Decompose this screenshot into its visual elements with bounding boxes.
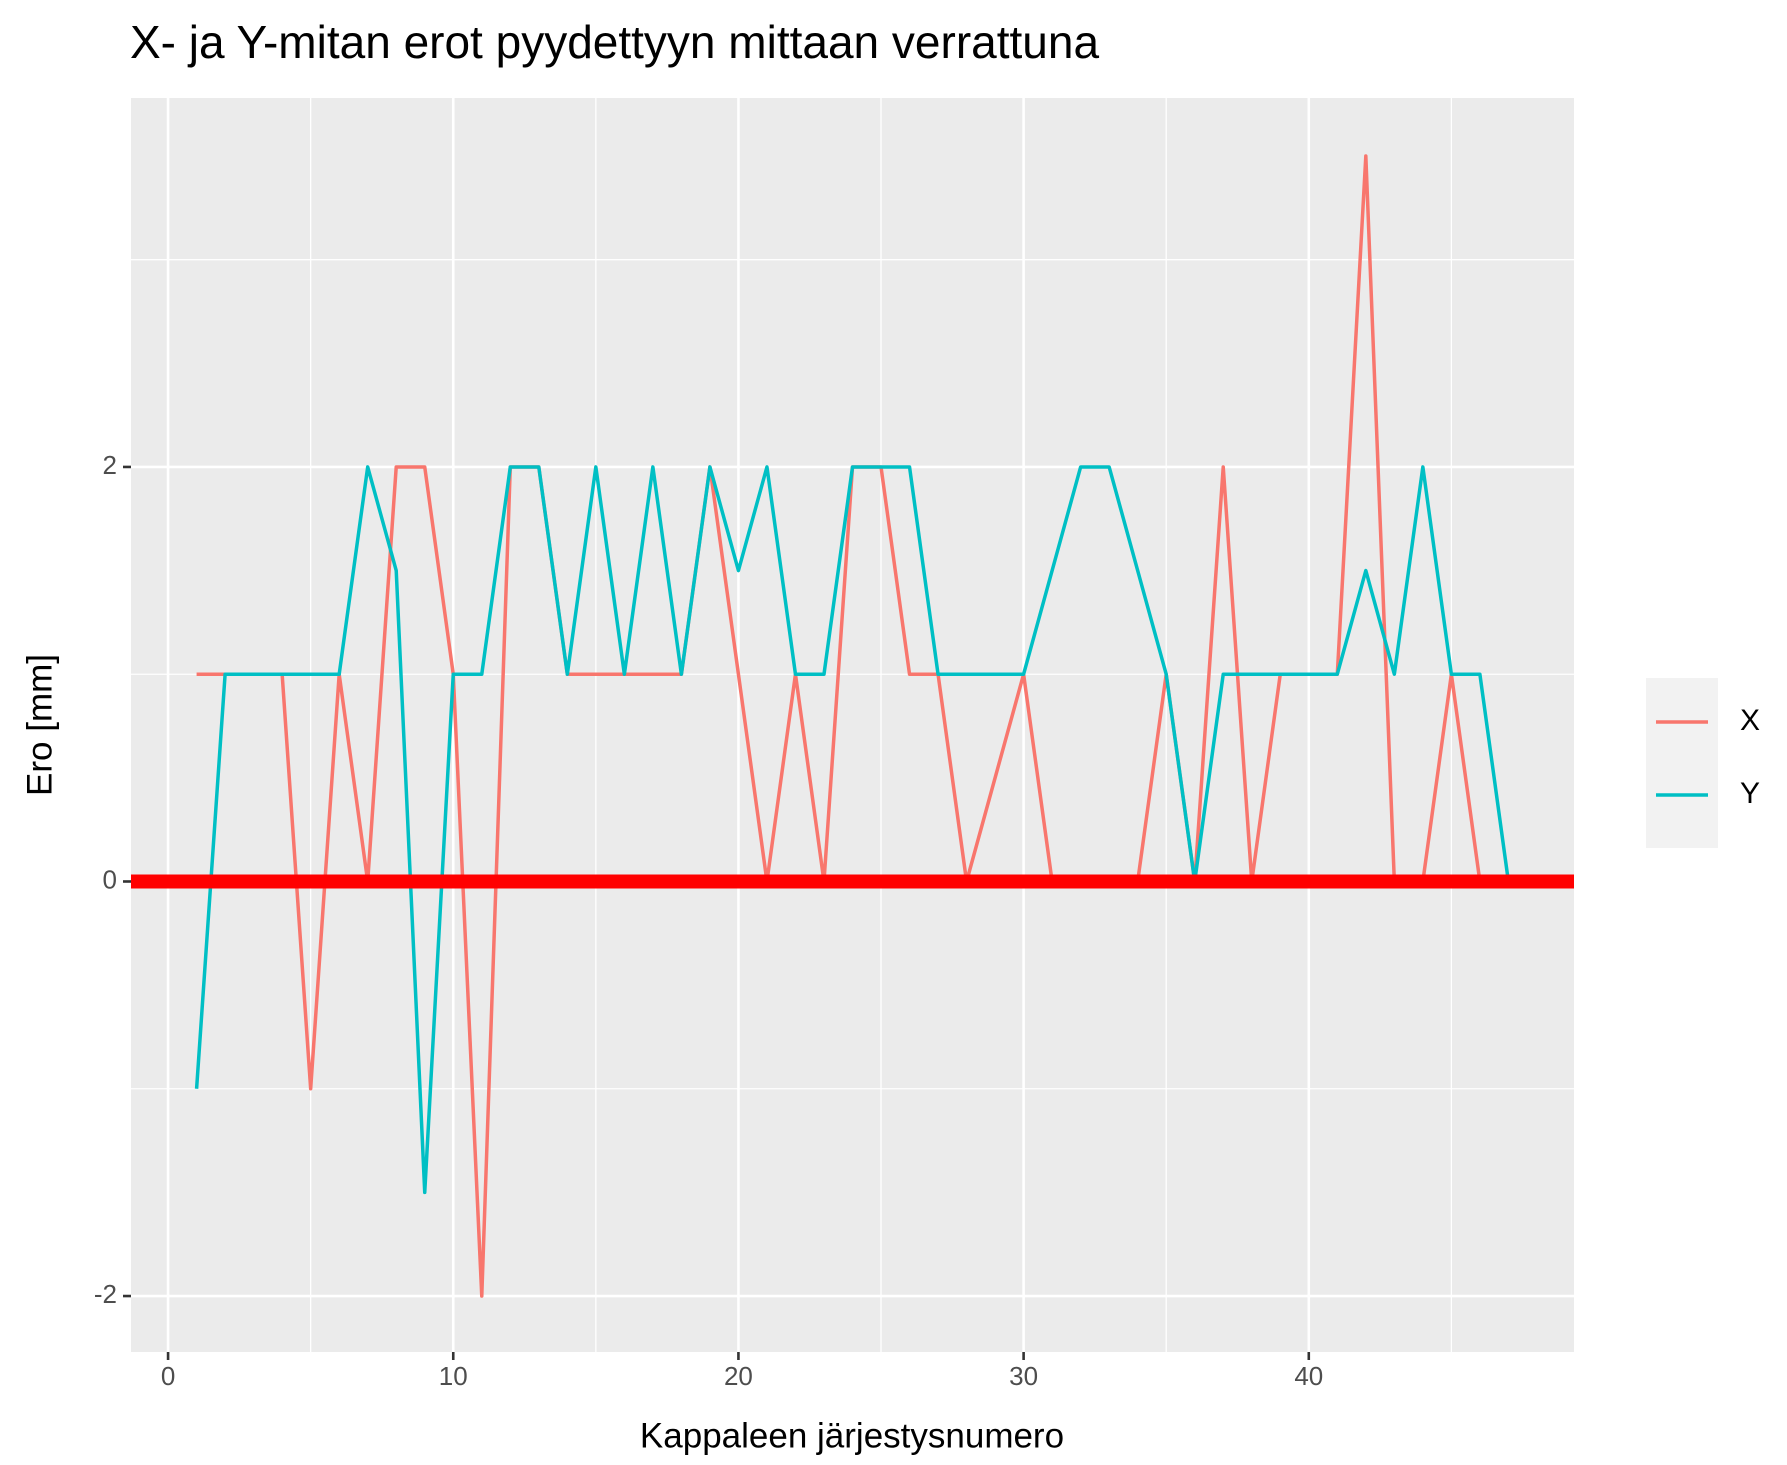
legend-box (1646, 678, 1718, 848)
y-axis-title: Ero [mm] (20, 654, 59, 796)
x-tick-label: 0 (161, 1361, 175, 1391)
legend-label: X (1740, 704, 1760, 737)
x-axis-title: Kappaleen järjestysnumero (640, 1416, 1064, 1455)
x-tick-label: 30 (1009, 1361, 1038, 1391)
chart-title: X- ja Y-mitan erot pyydettyyn mittaan ve… (130, 16, 1099, 68)
y-tick-label: 0 (103, 864, 117, 894)
legend-label: Y (1740, 777, 1760, 810)
y-tick-label: -2 (94, 1279, 117, 1309)
y-tick-label: 2 (103, 450, 117, 480)
plot-panel (131, 98, 1574, 1352)
x-tick-label: 10 (439, 1361, 468, 1391)
x-tick-label: 20 (724, 1361, 753, 1391)
series-line (194, 465, 1511, 1195)
x-tick-label: 40 (1294, 1361, 1323, 1391)
